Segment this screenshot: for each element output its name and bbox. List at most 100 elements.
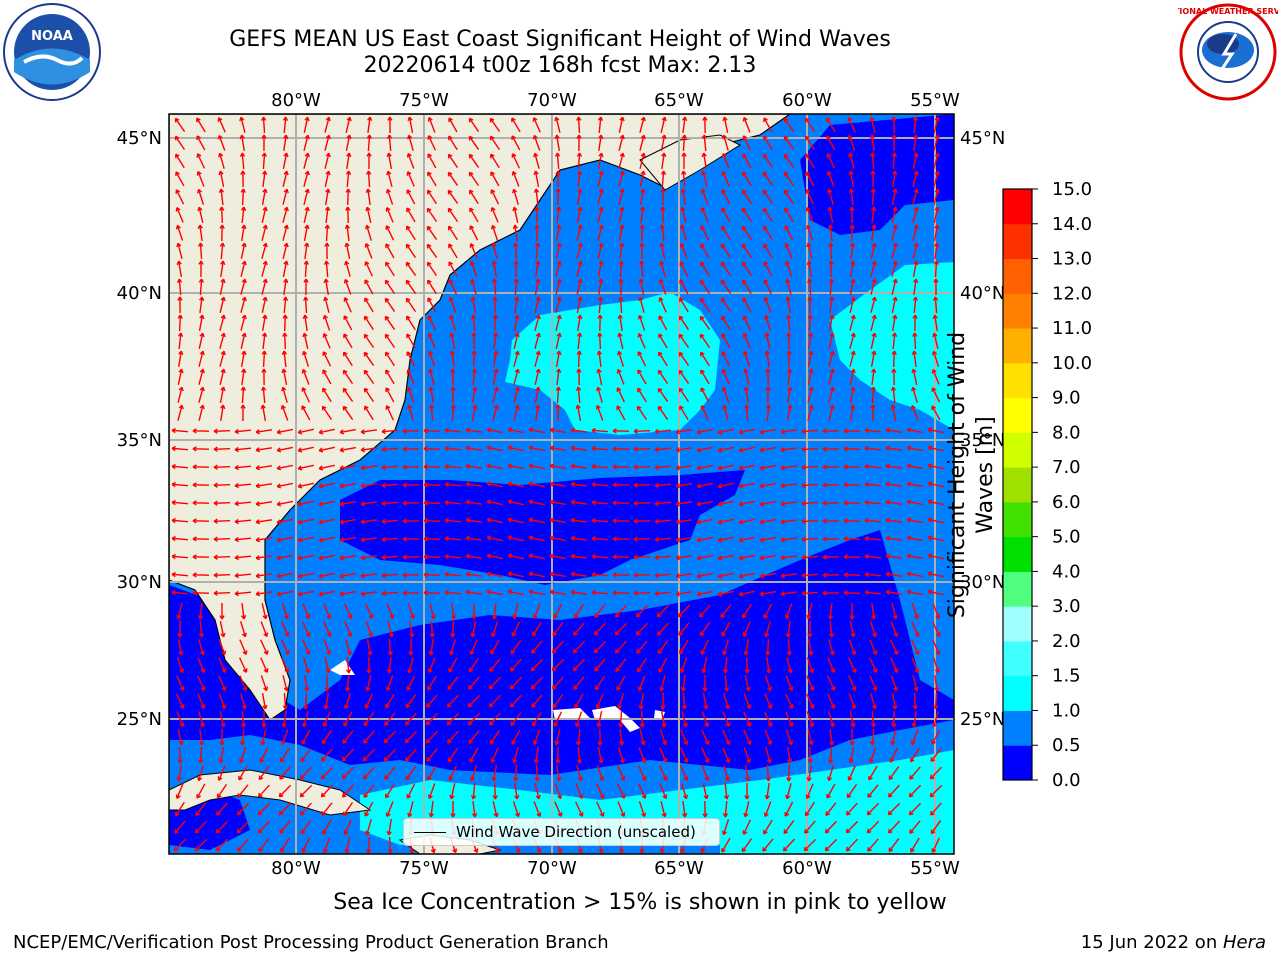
wind-arrow: [933, 189, 939, 205]
wind-arrow: [598, 134, 602, 152]
wind-arrow-head: [891, 134, 897, 139]
wind-arrow-head: [321, 405, 327, 411]
wind-arrow-head: [322, 369, 327, 375]
wind-arrow-head: [680, 188, 686, 194]
wind-arrow: [240, 261, 246, 277]
wind-arrow-head: [554, 152, 561, 157]
wind-arrow: [385, 351, 395, 367]
wind-arrow: [219, 711, 225, 727]
wind-arrow-head: [654, 518, 659, 525]
wind-arrow-head: [302, 350, 308, 356]
wind-arrow: [177, 405, 183, 421]
wind-arrow-head: [638, 260, 645, 265]
wind-arrow-head: [742, 315, 748, 320]
wind-arrow: [891, 692, 897, 710]
wind-arrow-head: [696, 591, 702, 597]
wind-arrow: [240, 621, 246, 637]
wind-arrow-head: [869, 134, 875, 140]
wind-arrow-head: [599, 776, 605, 782]
wind-arrow-head: [767, 740, 773, 745]
wind-arrow-head: [620, 794, 626, 799]
wind-arrow-head: [914, 668, 920, 674]
wind-arrow-head: [935, 614, 941, 619]
wind-arrow: [234, 483, 252, 487]
wind-arrow-head: [549, 445, 555, 451]
wind-arrow: [576, 314, 582, 332]
wind-arrow-head: [260, 386, 267, 391]
wind-arrow-head: [465, 571, 471, 577]
wind-arrow-head: [595, 704, 601, 709]
wind-arrow-head: [234, 590, 239, 597]
wind-arrow: [465, 447, 483, 451]
wind-arrow-head: [591, 463, 596, 470]
wind-arrow-head: [423, 500, 428, 506]
wind-arrow-head: [892, 170, 898, 176]
wind-arrow-head: [386, 668, 393, 674]
wind-arrow: [535, 242, 539, 260]
wind-arrow-head: [598, 242, 604, 248]
wind-arrow: [744, 801, 750, 817]
wind-arrow-head: [784, 207, 789, 213]
wind-arrow-head: [805, 153, 810, 159]
wind-arrow-head: [598, 134, 604, 140]
wind-arrow-head: [241, 224, 247, 230]
wind-arrow: [363, 352, 375, 366]
wind-arrow-head: [362, 738, 368, 744]
wind-arrow-head: [342, 811, 348, 817]
wind-arrow-head: [759, 555, 765, 561]
wind-arrow-head: [934, 686, 940, 692]
wind-arrow-head: [555, 759, 561, 764]
wind-arrow: [828, 639, 834, 655]
wind-arrow: [742, 261, 752, 277]
wind-arrow-head: [738, 501, 744, 507]
wind-arrow-head: [322, 333, 328, 338]
wind-arrow: [930, 748, 942, 762]
wind-arrow: [363, 730, 375, 744]
wind-arrow-head: [864, 517, 869, 524]
wind-arrow-head: [305, 650, 311, 655]
wind-arrow-head: [637, 369, 642, 375]
wind-arrow: [618, 117, 624, 133]
wind-arrow: [381, 555, 399, 559]
wind-arrow-head: [577, 170, 583, 176]
wind-arrow-head: [263, 668, 269, 673]
wind-arrow-head: [512, 758, 518, 764]
wind-arrow: [849, 351, 855, 367]
wind-arrow-head: [427, 135, 433, 140]
wind-arrow: [234, 519, 252, 523]
wind-arrow: [870, 279, 876, 295]
wind-arrow: [360, 519, 378, 523]
wind-arrow: [213, 465, 231, 469]
wind-arrow-head: [570, 427, 576, 433]
wind-arrow: [807, 729, 813, 745]
wind-arrow-head: [486, 445, 492, 451]
wind-arrow-head: [444, 499, 449, 506]
wind-arrow-head: [633, 518, 638, 524]
wind-arrow-head: [780, 519, 786, 525]
wind-arrow: [640, 224, 644, 242]
wind-arrow-head: [599, 794, 605, 799]
wind-arrow: [277, 446, 293, 452]
wind-arrow-head: [220, 404, 226, 410]
wind-arrow-head: [196, 188, 203, 194]
wind-arrow: [702, 783, 708, 799]
wind-arrow: [199, 620, 203, 638]
wind-arrow: [241, 728, 245, 746]
wind-arrow-head: [387, 651, 394, 656]
wind-arrow-head: [762, 171, 768, 177]
wind-arrow-head: [807, 759, 813, 764]
wind-arrow: [281, 603, 289, 619]
wind-arrow-head: [743, 368, 749, 374]
wind-arrow-head: [721, 189, 727, 194]
wind-arrow: [364, 279, 374, 295]
wind-arrow: [408, 620, 414, 638]
wind-arrow-head: [765, 368, 771, 373]
wind-arrow-head: [490, 207, 496, 212]
wind-arrow-head: [365, 188, 371, 194]
wind-arrow: [471, 297, 477, 313]
wind-arrow: [177, 243, 183, 259]
wind-arrow: [407, 171, 415, 187]
wind-arrow-head: [619, 740, 625, 746]
wind-arrow-head: [343, 315, 349, 320]
wind-arrow: [633, 447, 651, 451]
